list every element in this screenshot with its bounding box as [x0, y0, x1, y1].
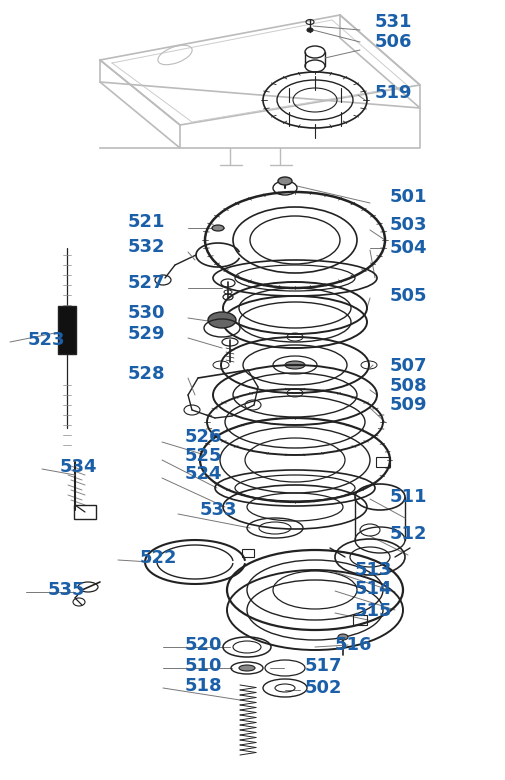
Text: 513: 513: [355, 561, 392, 579]
Text: 511: 511: [389, 488, 427, 506]
Text: 515: 515: [355, 602, 392, 620]
Text: 523: 523: [28, 331, 65, 349]
Text: 510: 510: [185, 657, 222, 675]
Text: 535: 535: [48, 581, 85, 599]
Text: 524: 524: [185, 465, 222, 483]
Text: 520: 520: [185, 636, 222, 654]
Bar: [74, 505, 96, 519]
Text: 525: 525: [185, 447, 222, 465]
Text: 509: 509: [389, 396, 427, 414]
Text: 507: 507: [389, 357, 427, 375]
Text: 532: 532: [128, 238, 165, 256]
Text: 529: 529: [128, 325, 165, 343]
Ellipse shape: [284, 361, 305, 369]
Text: 504: 504: [389, 239, 427, 257]
Text: 501: 501: [389, 188, 427, 206]
Text: 506: 506: [374, 33, 412, 51]
Text: 505: 505: [389, 287, 427, 305]
Text: 519: 519: [374, 84, 412, 102]
Bar: [58, 306, 76, 354]
Ellipse shape: [238, 665, 255, 671]
Text: 522: 522: [140, 549, 177, 567]
Text: 514: 514: [355, 580, 392, 598]
Text: 533: 533: [199, 501, 237, 519]
Text: 503: 503: [389, 216, 427, 234]
Text: 526: 526: [185, 428, 222, 446]
Text: 518: 518: [185, 677, 222, 695]
Text: 502: 502: [305, 679, 342, 697]
Bar: [352, 615, 366, 625]
Text: 531: 531: [374, 13, 412, 31]
Text: 530: 530: [128, 304, 165, 322]
Text: 528: 528: [128, 365, 165, 383]
Text: 512: 512: [389, 525, 427, 543]
Text: 521: 521: [128, 213, 165, 231]
Ellipse shape: [307, 28, 313, 32]
Text: 516: 516: [334, 636, 372, 654]
Text: 508: 508: [389, 377, 427, 395]
Text: 517: 517: [305, 657, 342, 675]
Bar: [241, 549, 254, 557]
Text: 527: 527: [128, 274, 165, 292]
Ellipse shape: [208, 312, 235, 328]
Bar: [375, 457, 389, 467]
Text: 534: 534: [60, 458, 97, 476]
Ellipse shape: [212, 225, 224, 231]
Ellipse shape: [337, 634, 347, 640]
Ellipse shape: [277, 177, 291, 185]
